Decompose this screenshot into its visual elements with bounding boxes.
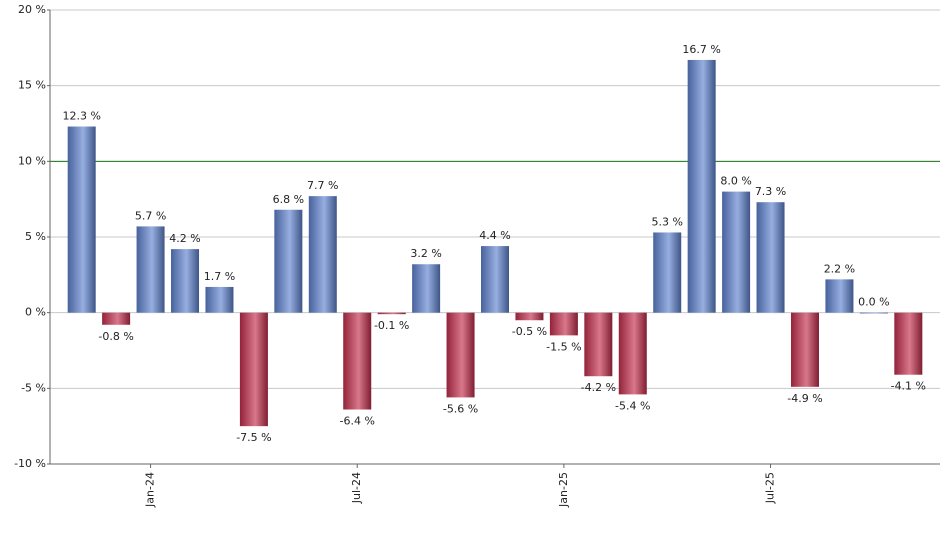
y-tick-label: 20 % bbox=[18, 3, 46, 16]
bar bbox=[171, 249, 200, 313]
value-label: 1.7 % bbox=[204, 270, 235, 283]
bar bbox=[722, 191, 751, 313]
y-tick-label: 0 % bbox=[25, 306, 46, 319]
x-tick-label: Jul-24 bbox=[350, 472, 363, 504]
value-label: -0.1 % bbox=[374, 319, 409, 332]
value-label: 7.3 % bbox=[755, 185, 786, 198]
bar bbox=[102, 312, 131, 325]
value-label: -5.4 % bbox=[615, 399, 650, 412]
value-label: 0.0 % bbox=[858, 296, 889, 309]
x-tick-label: Jan-25 bbox=[557, 472, 570, 508]
value-label: -0.5 % bbox=[512, 325, 547, 338]
value-label: -6.4 % bbox=[340, 415, 375, 428]
value-label: -1.5 % bbox=[546, 340, 581, 353]
value-label: 6.8 % bbox=[273, 193, 304, 206]
bar bbox=[687, 59, 716, 313]
y-tick-label: -5 % bbox=[21, 381, 46, 394]
bar bbox=[205, 286, 234, 313]
value-label: 5.7 % bbox=[135, 209, 166, 222]
bar bbox=[790, 312, 819, 387]
bar bbox=[584, 312, 613, 377]
bar bbox=[859, 312, 888, 314]
bar bbox=[825, 279, 854, 313]
value-label: -0.8 % bbox=[98, 330, 133, 343]
bar bbox=[308, 196, 337, 313]
y-tick-label: -10 % bbox=[14, 457, 46, 470]
bar bbox=[894, 312, 923, 375]
bar bbox=[136, 226, 165, 313]
bar bbox=[756, 202, 785, 313]
value-label: -7.5 % bbox=[236, 431, 271, 444]
bar bbox=[377, 312, 406, 315]
bar bbox=[481, 246, 509, 313]
value-label: -4.1 % bbox=[891, 380, 926, 393]
value-label: 12.3 % bbox=[62, 110, 100, 123]
value-label: 2.2 % bbox=[824, 262, 855, 275]
value-label: -4.2 % bbox=[581, 381, 616, 394]
bar bbox=[274, 209, 303, 313]
bar bbox=[549, 312, 578, 336]
bar bbox=[239, 312, 268, 427]
x-tick-label: Jul-25 bbox=[764, 472, 777, 504]
bar bbox=[618, 312, 647, 395]
bar bbox=[515, 312, 544, 321]
y-tick-label: 15 % bbox=[18, 79, 46, 92]
bar bbox=[653, 232, 682, 313]
bar bbox=[67, 126, 96, 313]
value-label: -5.6 % bbox=[443, 402, 478, 415]
value-label: 3.2 % bbox=[410, 247, 441, 260]
value-label: 16.7 % bbox=[682, 43, 720, 56]
x-tick-label: Jan-24 bbox=[144, 472, 157, 508]
bar bbox=[446, 312, 475, 398]
y-tick-label: 10 % bbox=[18, 154, 46, 167]
y-tick-label: 5 % bbox=[25, 230, 46, 243]
value-label: -4.9 % bbox=[787, 392, 822, 405]
value-label: 4.4 % bbox=[479, 229, 510, 242]
bar bbox=[412, 264, 441, 313]
value-label: 8.0 % bbox=[720, 175, 751, 188]
value-label: 7.7 % bbox=[307, 179, 338, 192]
bar bbox=[343, 312, 372, 410]
value-label: 4.2 % bbox=[169, 232, 200, 245]
value-label: 5.3 % bbox=[651, 215, 682, 228]
